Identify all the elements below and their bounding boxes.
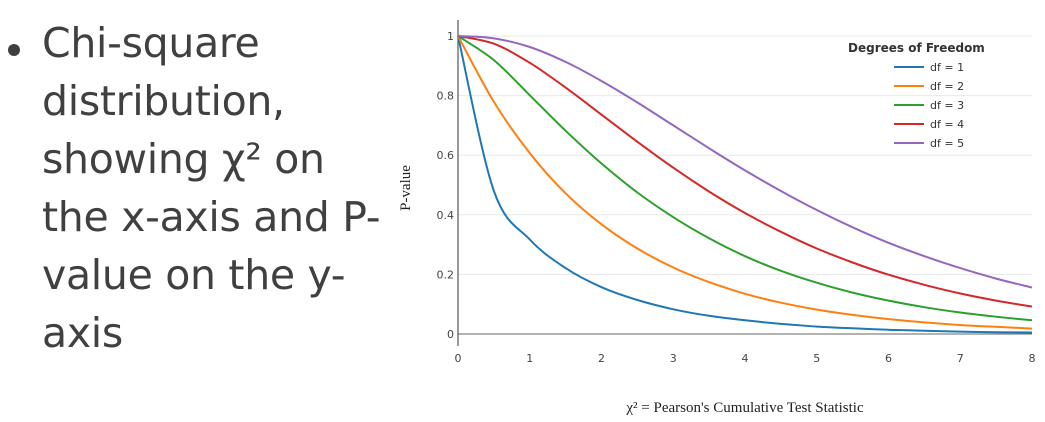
- x-tick-label: 6: [885, 352, 892, 365]
- legend: Degrees of Freedom df = 1 df = 2 df = 3 df =…: [848, 41, 985, 150]
- x-tick-label: 4: [742, 352, 749, 365]
- series-line-df3: [457, 35, 1033, 322]
- x-tick-label: 0: [455, 352, 462, 365]
- bullet-point: [8, 44, 20, 56]
- y-tick-label: 0.8: [437, 90, 455, 103]
- y-tick-label: 0.6: [437, 149, 455, 162]
- legend-label[interactable]: df = 2: [930, 80, 964, 93]
- legend-label[interactable]: df = 1: [930, 61, 964, 74]
- legend-label[interactable]: df = 3: [930, 99, 964, 112]
- y-tick-label: 1: [447, 30, 454, 43]
- y-tick-label: 0: [447, 328, 454, 341]
- axis-layer: 0 0.2 0.4 0.6 0.8 1 0 1 2 3 4 5 6 7 8: [437, 20, 1036, 365]
- series-layer: [457, 35, 1033, 334]
- x-tick-label: 5: [813, 352, 820, 365]
- legend-label[interactable]: df = 4: [930, 118, 964, 131]
- y-tick-label: 0.2: [437, 268, 455, 281]
- series-line-df2: [457, 35, 1033, 330]
- x-tick-label: 7: [957, 352, 964, 365]
- grid-layer: [458, 35, 1032, 275]
- series-line-df1: [457, 35, 1033, 334]
- x-tick-label: 2: [598, 352, 605, 365]
- y-tick-label: 0.4: [437, 209, 455, 222]
- x-tick-label: 1: [526, 352, 533, 365]
- x-tick-label: 3: [670, 352, 677, 365]
- y-axis-title: P-value: [398, 165, 414, 211]
- series-line-df5: [457, 35, 1033, 289]
- legend-label[interactable]: df = 5: [930, 137, 964, 150]
- series-line-df4: [457, 35, 1033, 308]
- x-tick-label: 8: [1029, 352, 1036, 365]
- x-axis-title: χ² = Pearson's Cumulative Test Statistic: [625, 400, 864, 416]
- bullet-text: Chi-square distribution, showing χ² on t…: [42, 19, 381, 357]
- legend-title: Degrees of Freedom: [848, 41, 985, 55]
